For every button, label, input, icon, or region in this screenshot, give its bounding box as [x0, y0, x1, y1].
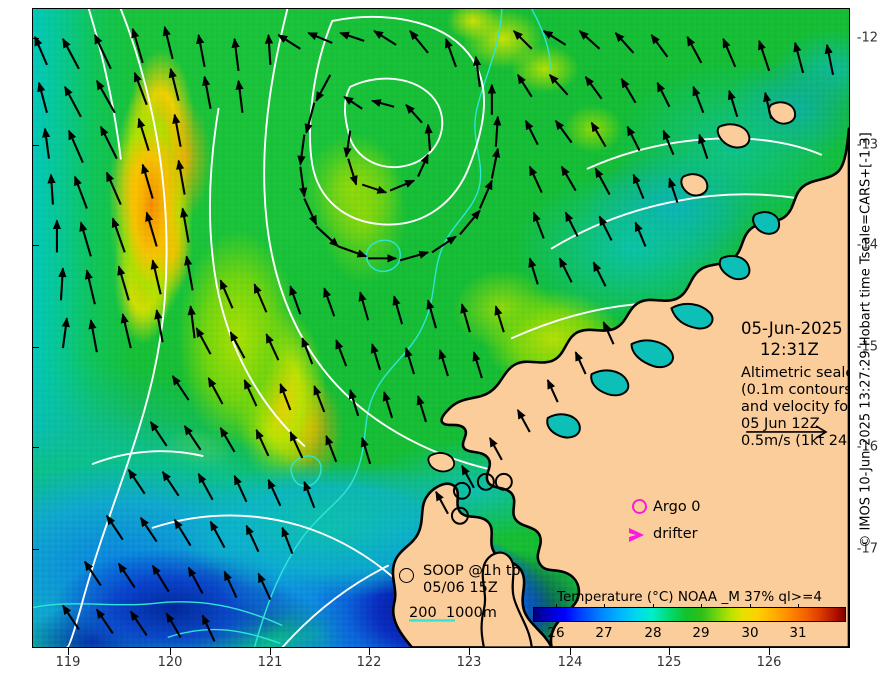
- colorbar-tick-1: 27: [595, 625, 613, 641]
- x-tick-label-2: 121: [257, 655, 283, 670]
- velocity-vectors: [34, 25, 835, 642]
- velocity-scale-arrow: [746, 425, 828, 439]
- landmass: [391, 101, 849, 647]
- annotation-date: 05-Jun-2025: [741, 319, 843, 338]
- x-tick-label-5: 124: [557, 655, 583, 670]
- drifter-marker-icon[interactable]: [627, 525, 649, 545]
- bathymetry-contours: [33, 9, 551, 647]
- map-overlays: [33, 9, 849, 647]
- argo-marker-icon[interactable]: [632, 499, 647, 514]
- soop-legend-line2: 05/06 15Z: [423, 580, 498, 596]
- colorbar-tick-4: 30: [741, 625, 759, 641]
- y-tick-label-4: -16: [856, 439, 878, 455]
- y-tick-label-2: -14: [856, 237, 878, 253]
- colorbar: Temperature (°C) NOAA _M 37% ql>=4 26 27…: [533, 589, 846, 641]
- x-tick-label-6: 125: [656, 655, 682, 670]
- drifter-legend-label: drifter: [653, 526, 698, 542]
- map-plot-area[interactable]: 05-Jun-2025 12:31Z Altimetric sealevel (…: [32, 8, 850, 648]
- x-tick-label-3: 122: [356, 655, 382, 670]
- credit-text: © IMOS 10-Jun-2025 13:27:29 Hobart time …: [858, 132, 874, 548]
- soop-legend-line1: SOOP @1h to: [423, 563, 521, 579]
- y-tick-label-1: -13: [856, 137, 878, 153]
- y-tick-label-3: -15: [856, 339, 878, 355]
- soop-marker-icon: [399, 568, 414, 583]
- x-tick-label-4: 123: [456, 655, 482, 670]
- annotation-desc-line1: Altimetric sealevel: [741, 365, 849, 381]
- y-tick-label-5: -17: [856, 541, 878, 557]
- annotation-desc-line2: (0.1m contours): [741, 382, 850, 398]
- annotation-time: 12:31Z: [760, 340, 819, 359]
- y-tick-label-0: -12: [856, 30, 878, 46]
- x-tick-label-1: 120: [157, 655, 183, 670]
- depth-legend-label: 200 1000m: [409, 605, 497, 621]
- annotation-desc-line4: 05 Jun 12Z: [741, 416, 820, 432]
- annotation-desc-line3: and velocity for: [741, 399, 850, 415]
- colorbar-title: Temperature (°C) NOAA _M 37% ql>=4: [557, 589, 822, 605]
- coastal-inlets: [546, 211, 781, 439]
- colorbar-gradient: 26 27 28 29 30 31: [533, 604, 846, 641]
- colorbar-tick-2: 28: [644, 625, 662, 641]
- colorbar-tick-3: 29: [692, 625, 710, 641]
- argo-legend-label: Argo 0: [653, 499, 701, 515]
- x-tick-label-0: 119: [55, 655, 81, 670]
- soop-observation-markers[interactable]: [450, 472, 513, 525]
- x-tick-label-7: 126: [756, 655, 782, 670]
- credit-text-container: © IMOS 10-Jun-2025 13:27:29 Hobart time …: [852, 0, 880, 680]
- colorbar-tick-0: 26: [547, 625, 565, 641]
- annotation-velocity-scale: 0.5m/s (1kt 24h): [741, 433, 850, 449]
- sealevel-contours: [66, 9, 822, 647]
- colorbar-tick-5: 31: [789, 625, 807, 641]
